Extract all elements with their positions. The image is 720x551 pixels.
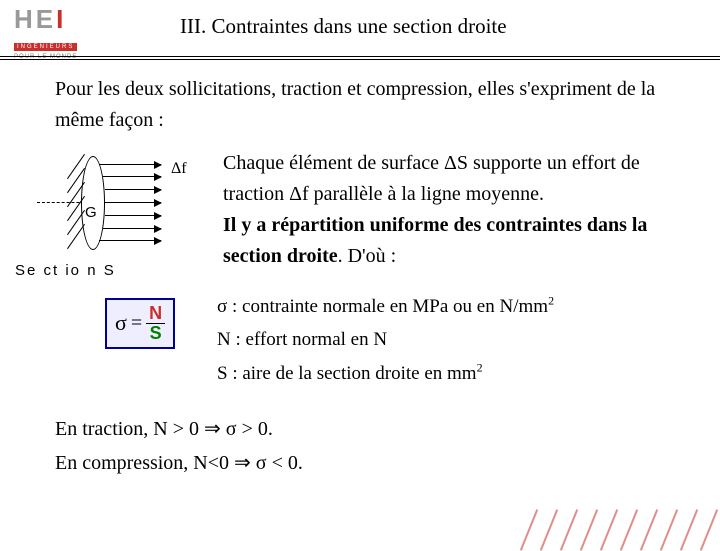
- body-text: Chaque élément de surface ΔS supporte un…: [223, 148, 690, 272]
- header-rule: [0, 56, 720, 60]
- fraction-numerator: N: [146, 304, 165, 324]
- body-line-2: traction Δf parallèle à la ligne moyenne…: [223, 179, 690, 210]
- force-arrow: [105, 189, 161, 190]
- delta-f-label: Δf: [171, 160, 187, 178]
- force-arrow: [99, 164, 161, 165]
- content: Pour les deux sollicitations, traction e…: [55, 74, 690, 480]
- section-ellipse: [81, 156, 105, 250]
- hatch-line: [67, 224, 85, 249]
- page-title: III. Contraintes dans une section droite: [180, 14, 507, 39]
- intro-paragraph: Pour les deux sollicitations, traction e…: [55, 74, 690, 136]
- logo-bar: INGÉNIEURS: [14, 43, 77, 51]
- def-n: N : effort normal en N: [217, 323, 554, 356]
- logo-text-red: I: [56, 4, 66, 34]
- body-line-4b: . D'où :: [338, 245, 397, 267]
- compression-line: En compression, N<0 ⇒ σ < 0.: [55, 446, 690, 480]
- logo-text-gray: HE: [14, 4, 56, 34]
- traction-line: En traction, N > 0 ⇒ σ > 0.: [55, 412, 690, 446]
- force-arrow: [105, 215, 161, 216]
- body-line-4a: section droite: [223, 245, 338, 267]
- fraction-denominator: S: [147, 324, 165, 343]
- def-s: S : aire de la section droite en mm2: [217, 357, 554, 390]
- section-s-label: Se ct io n S: [15, 262, 175, 279]
- section-diagram: G Δf Se ct io n S: [37, 152, 187, 262]
- logo: HEI INGÉNIEURS POUR LE MONDE: [14, 4, 106, 60]
- force-arrow: [99, 240, 161, 241]
- fraction: N S: [146, 304, 165, 343]
- bottom-conclusions: En traction, N > 0 ⇒ σ > 0. En compressi…: [55, 412, 690, 480]
- equals-sign: =: [131, 312, 142, 335]
- g-label: G: [85, 204, 97, 221]
- footer-decoration: [500, 514, 720, 540]
- sigma-symbol: σ: [115, 310, 127, 336]
- force-arrow: [105, 202, 161, 203]
- stress-formula: σ = N S: [105, 298, 175, 349]
- definitions: σ : contrainte normale en MPa ou en N/mm…: [217, 290, 554, 390]
- def-sigma: σ : contrainte normale en MPa ou en N/mm…: [217, 290, 554, 323]
- body-line-1: Chaque élément de surface ΔS supporte un…: [223, 148, 690, 179]
- body-line-3: Il y a répartition uniforme des contrain…: [223, 214, 647, 236]
- logo-main: HEI: [14, 4, 106, 35]
- force-arrow: [103, 228, 161, 229]
- force-arrow: [103, 176, 161, 177]
